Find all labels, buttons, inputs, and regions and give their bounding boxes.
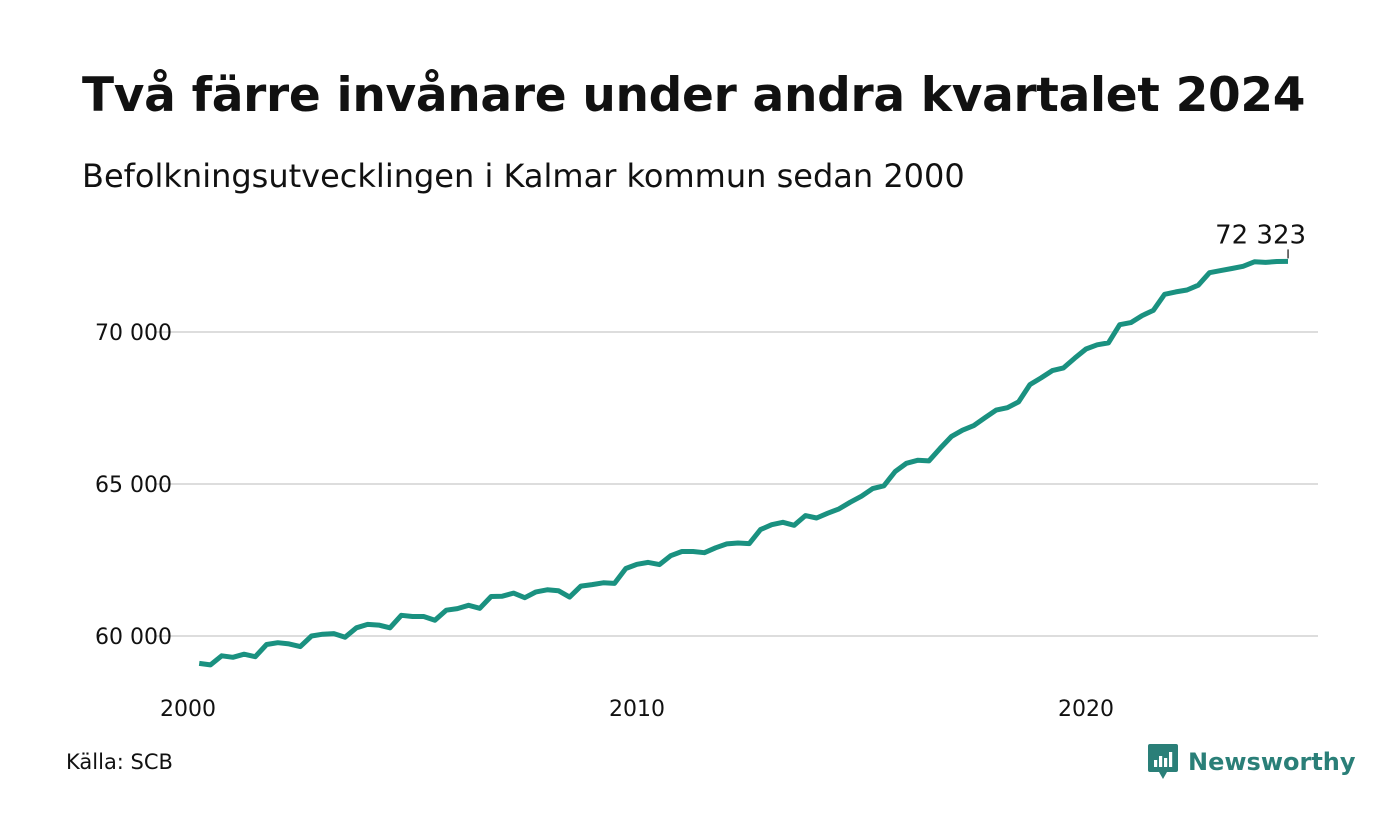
y-axis-tick-labels: 60 000 65 000 70 000	[95, 321, 172, 650]
y-tick-label: 60 000	[95, 625, 172, 650]
gridlines	[154, 331, 1318, 637]
chart-subtitle: Befolkningsutvecklingen i Kalmar kommun …	[82, 157, 965, 195]
x-tick-label: 2020	[1058, 697, 1114, 722]
y-tick-label: 65 000	[95, 473, 172, 498]
source-note: Källa: SCB	[66, 750, 173, 774]
end-annotation: 72 323	[1215, 220, 1306, 259]
x-tick-label: 2000	[160, 697, 216, 722]
y-tick-label: 70 000	[95, 321, 172, 346]
chart-title: Två färre invånare under andra kvartalet…	[82, 68, 1306, 123]
end-value-label: 72 323	[1215, 220, 1306, 250]
series-layer	[198, 258, 1289, 668]
newsworthy-chart-bubble-icon	[1148, 744, 1178, 779]
x-axis-tick-labels: 2000 2010 2020	[160, 697, 1114, 722]
x-tick-label: 2010	[609, 697, 665, 722]
brand-logo: Newsworthy	[1148, 744, 1356, 780]
series-line-0	[198, 258, 1289, 668]
brand-name: Newsworthy	[1188, 748, 1356, 776]
